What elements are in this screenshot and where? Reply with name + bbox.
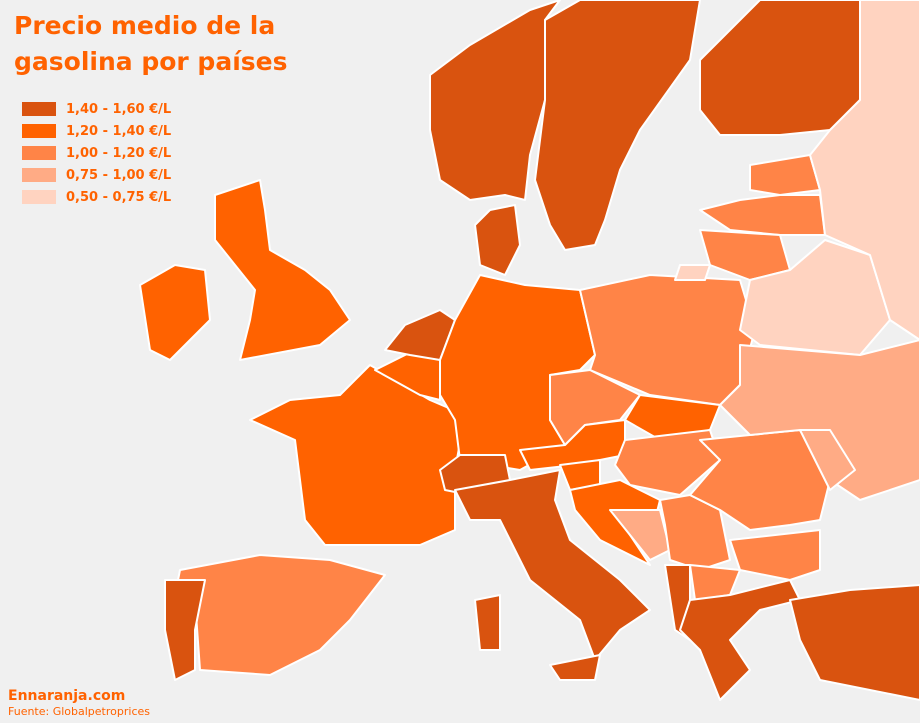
legend-swatch xyxy=(22,190,56,204)
legend-swatch xyxy=(22,146,56,160)
country xyxy=(139,264,211,361)
country xyxy=(454,469,651,661)
legend-item: 0,50 - 0,75 €/L xyxy=(22,186,171,208)
country xyxy=(519,419,626,471)
country xyxy=(799,429,856,491)
country xyxy=(809,0,920,341)
legend-label: 0,50 - 0,75 €/L xyxy=(66,189,172,205)
legend-label: 1,00 - 1,20 €/L xyxy=(66,145,172,161)
legend: 1,40 - 1,60 €/L 1,20 - 1,40 €/L 1,00 - 1,2… xyxy=(22,98,171,208)
country xyxy=(474,594,501,651)
country xyxy=(679,579,801,701)
legend-item: 1,20 - 1,40 €/L xyxy=(22,120,171,142)
country xyxy=(164,579,206,681)
country xyxy=(729,529,821,581)
legend-swatch xyxy=(22,124,56,138)
country xyxy=(789,584,920,701)
legend-label: 1,40 - 1,60 €/L xyxy=(66,101,172,117)
country xyxy=(749,154,821,196)
legend-item: 1,00 - 1,20 €/L xyxy=(22,142,171,164)
country xyxy=(614,429,721,496)
legend-swatch xyxy=(22,102,56,116)
country xyxy=(174,554,386,676)
legend-label: 1,20 - 1,40 €/L xyxy=(66,123,172,139)
country xyxy=(699,0,861,136)
country xyxy=(534,0,701,251)
site: Ennaranja.com xyxy=(8,688,126,704)
country xyxy=(429,0,561,201)
title: Precio medio de la gasolina por países xyxy=(14,11,288,76)
country xyxy=(699,194,826,236)
legend-label: 0,75 - 1,00 €/L xyxy=(66,167,172,183)
legend-item: 1,40 - 1,60 €/L xyxy=(22,98,171,120)
country xyxy=(549,654,601,681)
country xyxy=(474,204,521,276)
source: Fuente: Globalpetroprices xyxy=(8,705,150,718)
country xyxy=(674,264,711,281)
legend-item: 0,75 - 1,00 €/L xyxy=(22,164,171,186)
legend-swatch xyxy=(22,168,56,182)
country xyxy=(214,179,351,361)
